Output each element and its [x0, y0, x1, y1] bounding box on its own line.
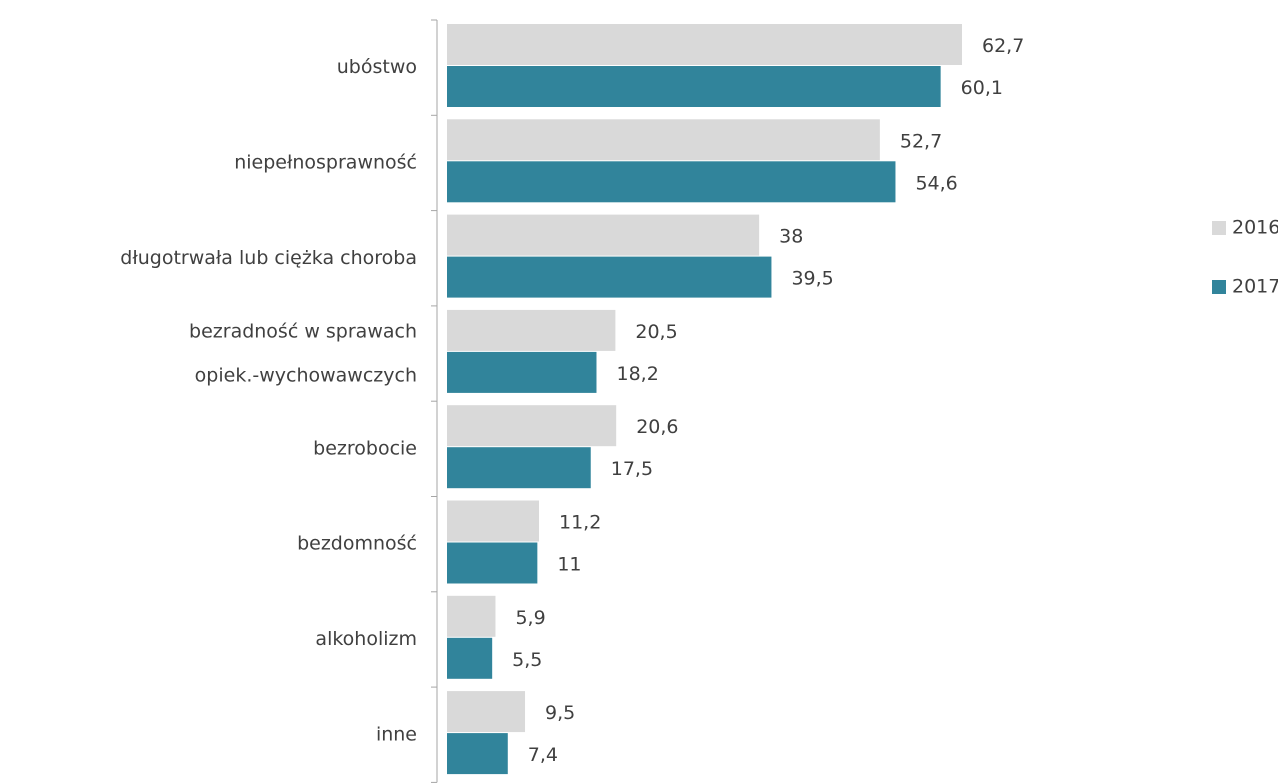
value-label: 20,6 — [636, 416, 678, 438]
legend-label: 2016 — [1232, 217, 1278, 239]
value-label: 5,9 — [515, 607, 545, 629]
category-label: alkoholizm — [315, 628, 417, 650]
bar — [447, 733, 508, 775]
category-label: niepełnosprawność — [234, 151, 417, 173]
value-label: 7,4 — [528, 744, 558, 766]
bar — [447, 24, 962, 65]
value-label: 38 — [779, 226, 803, 248]
bar — [447, 161, 896, 203]
bar — [447, 309, 616, 351]
bar — [447, 500, 539, 542]
bar — [447, 256, 772, 298]
bar — [447, 637, 493, 679]
category-label: bezdomność — [297, 533, 417, 555]
value-label: 62,7 — [982, 35, 1024, 57]
value-label: 54,6 — [915, 172, 957, 194]
bar — [447, 595, 496, 637]
bar — [447, 66, 941, 107]
legend-swatch — [1212, 280, 1226, 294]
legend-label: 2017 — [1232, 276, 1278, 298]
bar — [447, 214, 760, 256]
value-label: 9,5 — [545, 702, 575, 724]
bar — [447, 351, 597, 393]
bar — [447, 691, 526, 733]
category-label: bezrobocie — [313, 437, 417, 459]
value-label: 39,5 — [791, 268, 833, 290]
bar — [447, 405, 617, 447]
category-label: inne — [376, 723, 417, 745]
legend-swatch — [1212, 221, 1226, 235]
value-label: 5,5 — [512, 649, 542, 671]
value-label: 60,1 — [961, 77, 1003, 99]
value-label: 11 — [557, 554, 581, 576]
value-label: 11,2 — [559, 512, 601, 534]
bar — [447, 542, 538, 584]
value-label: 20,5 — [635, 321, 677, 343]
category-label: bezradność w sprawach opiek.-wychowawczy… — [189, 320, 417, 386]
value-label: 18,2 — [616, 363, 658, 385]
category-label: ubóstwo — [337, 56, 417, 78]
value-label: 52,7 — [900, 130, 942, 152]
bar — [447, 447, 591, 489]
value-label: 17,5 — [611, 458, 653, 480]
bar — [447, 119, 880, 161]
category-label: długotrwała lub ciężka choroba — [120, 247, 417, 269]
